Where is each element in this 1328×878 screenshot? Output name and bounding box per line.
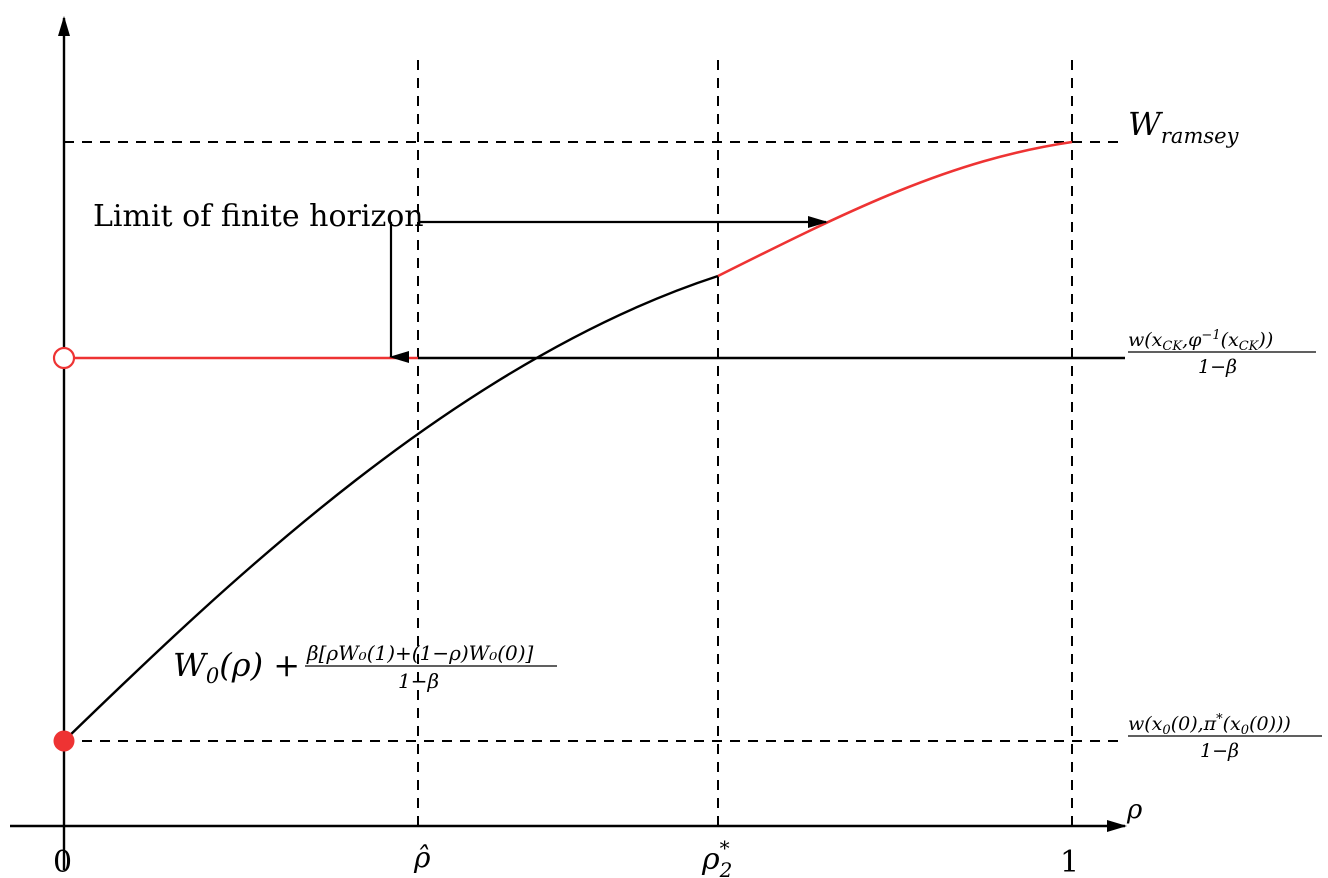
value-curve-red [717,140,1073,278]
curve-formula-numerator: β[ρW₀(1)+(1−ρ)W₀(0)] [306,641,534,665]
w-ck-label: w(xCK,φ−1(xCK)) 1−β [1128,328,1316,378]
w-x0-denominator: 1−β [1200,740,1239,762]
w-ck-numerator: w(xCK,φ−1(xCK)) [1128,328,1273,354]
curve-formula-lhs: W0(ρ) + [173,646,300,688]
w-ck-denominator: 1−β [1198,356,1237,378]
tick-rho-star: ρ* 2 [701,836,732,878]
tick-rho-hat: ρ̂ [413,841,431,874]
w-ramsey-label: Wramsey [1128,105,1240,148]
tick-one: 1 [1060,845,1079,878]
w-x0-label: w(x0(0),π*(x0(0))) 1−β [1128,712,1322,762]
x-axis-label: ρ [1126,795,1143,825]
open-circle-marker [52,346,76,370]
w-x0-numerator: w(x0(0),π*(x0(0))) [1128,712,1291,738]
limit-of-finite-horizon-label: Limit of finite horizon [93,199,424,234]
value-curve-black [63,274,719,742]
curve-formula-denominator: 1−β [398,669,439,693]
curve-formula-label: W0(ρ) + β[ρW₀(1)+(1−ρ)W₀(0)] 1−β [173,641,557,693]
dashed-guides [64,60,1125,826]
filled-circle-marker [53,730,75,752]
tick-zero: 0 [53,845,72,878]
